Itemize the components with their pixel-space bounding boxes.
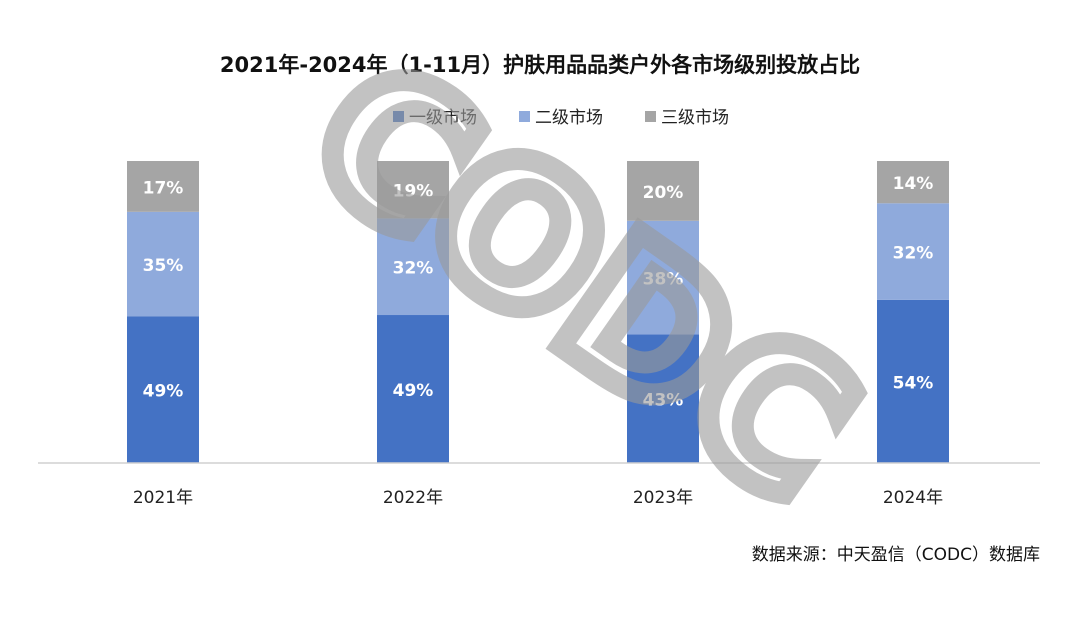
legend-label-1: 一级市场 [409, 108, 477, 128]
bar-1-segment-1 [127, 316, 199, 463]
bar-2-segment-1 [377, 315, 449, 463]
chart-title: 2021年-2024年（1-11月）护肤用品品类户外各市场级别投放占比 [220, 53, 860, 77]
bar-4-segment-1 [877, 299, 949, 463]
bar-4-segment-2 [877, 203, 949, 300]
bar-3-segment-3 [627, 161, 699, 221]
data-label-1-2: 35% [143, 256, 184, 276]
bar-2-segment-3 [377, 161, 449, 219]
data-label-4-2: 32% [893, 244, 934, 264]
legend: 一级市场 二级市场 三级市场 [393, 108, 729, 128]
data-label-1-1: 49% [143, 382, 184, 402]
data-label-2-2: 32% [393, 259, 434, 279]
legend-label-2: 二级市场 [535, 108, 603, 128]
data-label-3-2: 38% [643, 270, 684, 290]
watermark: CODC [274, 19, 891, 543]
data-label-4-1: 54% [893, 373, 934, 393]
source-note: 数据来源：中天盈信（CODC）数据库 [752, 545, 1040, 565]
data-label-3-1: 43% [643, 391, 684, 411]
bars: 49% 35% 17% 49% 32% 19% 43% 38% 20% 54% 32% 14% [127, 161, 949, 463]
legend-swatch-2 [519, 111, 530, 122]
bar-3-segment-2 [627, 220, 699, 335]
data-label-4-3: 14% [893, 174, 934, 194]
bar-2-segment-2 [377, 218, 449, 316]
x-tick-label-3: 2023年 [633, 488, 693, 508]
x-tick-label-2: 2022年 [383, 488, 443, 508]
data-label-3-3: 20% [643, 183, 684, 203]
x-tick-label-4: 2024年 [883, 488, 943, 508]
legend-swatch-1 [393, 111, 404, 122]
x-axis-ticks: 2021年 2022年 2023年 2024年 [133, 488, 943, 508]
bar-1-segment-2 [127, 211, 199, 317]
legend-swatch-3 [645, 111, 656, 122]
bar-3-segment-1 [627, 334, 699, 463]
data-label-1-3: 17% [143, 178, 184, 198]
x-tick-label-1: 2021年 [133, 488, 193, 508]
data-label-2-3: 19% [393, 182, 434, 202]
bar-1-segment-3 [127, 161, 199, 212]
bar-4-segment-3 [877, 161, 949, 204]
data-label-2-1: 49% [393, 381, 434, 401]
legend-label-3: 三级市场 [661, 108, 729, 128]
